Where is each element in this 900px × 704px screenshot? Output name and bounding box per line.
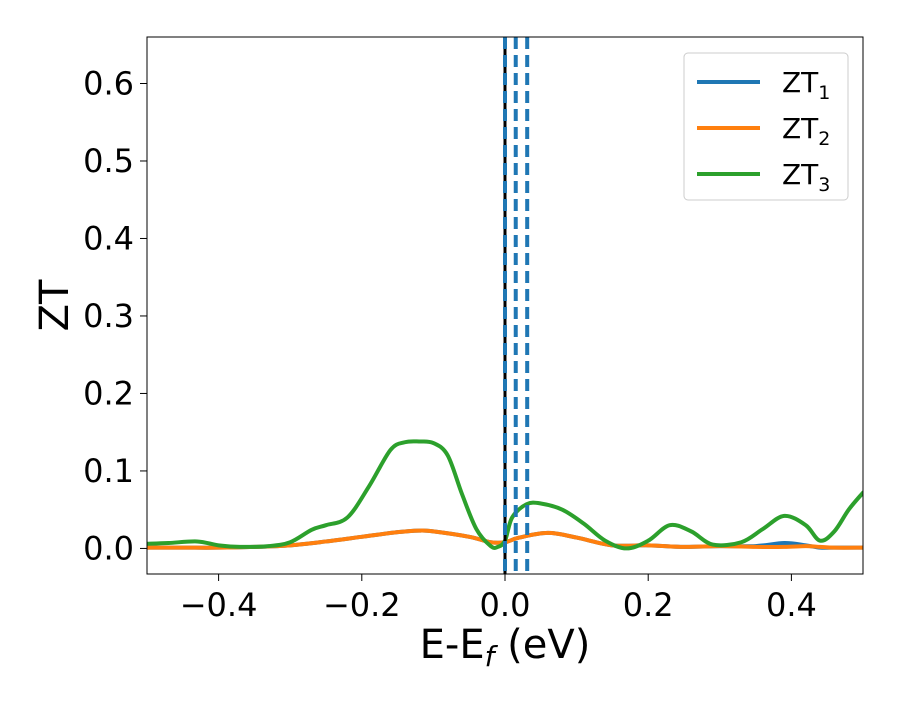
x-tick-label: 0.0 (480, 586, 531, 624)
x-tick-label: −0.4 (180, 586, 258, 624)
x-axis-label: E-Ef (eV) (420, 622, 591, 673)
x-axis-label-unit: (eV) (494, 622, 590, 668)
series-line-zt3 (147, 439, 863, 551)
reference-lines (503, 37, 530, 574)
y-tick-label: 0.6 (83, 64, 134, 102)
legend-label-zt1: ZT1 (782, 66, 830, 104)
y-tick-label: 0.4 (83, 219, 134, 257)
series-line-zt2 (147, 528, 863, 550)
x-axis-ticks: −0.4 −0.2 0.0 0.2 0.4 (180, 574, 817, 624)
x-axis-label-main: E-E (420, 622, 485, 668)
y-axis-label: ZT (32, 279, 78, 331)
x-tick-label: 0.2 (623, 586, 674, 624)
y-tick-label: 0.3 (83, 297, 134, 335)
legend-label-zt3: ZT3 (782, 158, 830, 196)
legend-label-zt2: ZT2 (782, 112, 830, 150)
y-tick-label: 0.2 (83, 374, 134, 412)
legend: ZT1 ZT2 ZT3 (683, 52, 849, 201)
y-tick-label: 0.5 (83, 142, 134, 180)
legend-box (683, 52, 849, 201)
legend-items: ZT1 ZT2 ZT3 (697, 66, 830, 196)
series-lines (147, 439, 863, 551)
y-axis-ticks: 0.0 0.1 0.2 0.3 0.4 0.5 0.6 (83, 64, 147, 567)
x-tick-label: −0.2 (323, 586, 401, 624)
y-tick-label: 0.0 (83, 529, 134, 567)
x-tick-label: 0.4 (766, 586, 817, 624)
y-tick-label: 0.1 (83, 452, 134, 490)
